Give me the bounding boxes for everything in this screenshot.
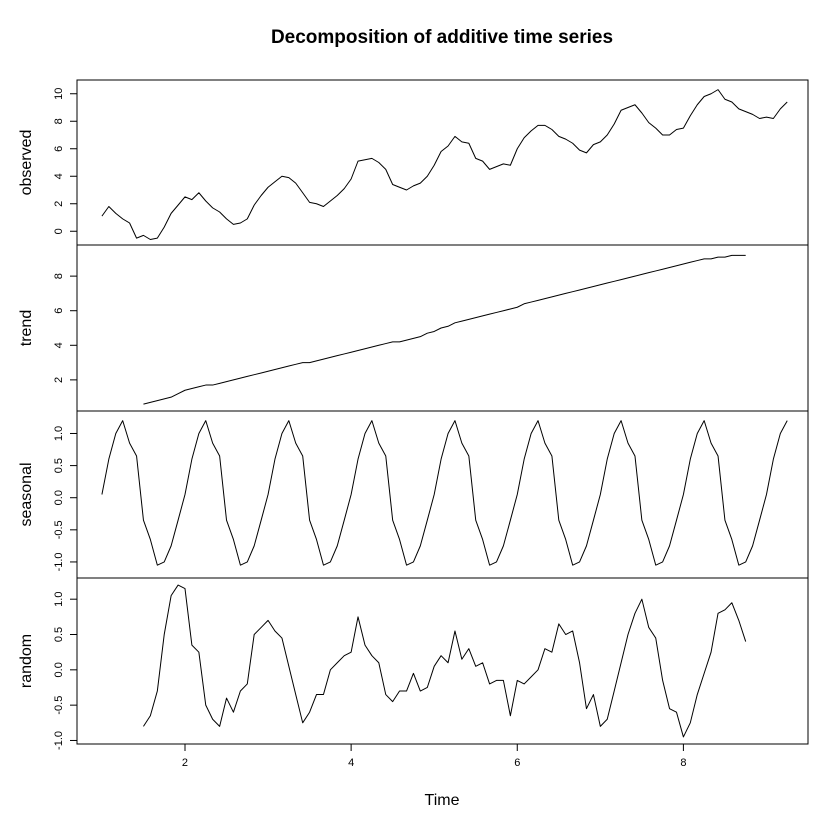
x-tick-label: 2 [182, 757, 188, 769]
panel-label: random [18, 634, 35, 688]
series-line-random [143, 584, 747, 738]
y-tick-label: 2 [53, 201, 65, 207]
y-tick-label: 4 [53, 173, 65, 179]
chart-title: Decomposition of additive time series [271, 27, 613, 48]
panel-seasonal: -1.0 -0.5 0.0 0.5 1.0 seasonal [18, 410, 809, 579]
y-tick-label: 8 [53, 273, 65, 279]
y-tick-label: -0.5 [53, 696, 65, 715]
panels: 0 2 4 6 8 10 observed 2 4 6 8 trend -1.0 -0.5 0.0 0.5 1.… [18, 79, 809, 750]
y-tick-label: 4 [53, 342, 65, 348]
y-tick-label: 1.0 [53, 592, 65, 607]
x-tick-label: 6 [514, 757, 520, 769]
y-tick-label: 1.0 [53, 426, 65, 441]
y-tick-label: -1.0 [53, 731, 65, 750]
y-tick-label: -0.5 [53, 520, 65, 539]
y-tick-label: -1.0 [53, 552, 65, 571]
x-tick-label: 4 [348, 757, 354, 769]
y-tick-label: 0.0 [53, 662, 65, 677]
panel-random: -1.0 -0.5 0.0 0.5 1.0 random [18, 577, 809, 750]
y-tick-label: 0.5 [53, 458, 65, 473]
y-tick-label: 2 [53, 377, 65, 383]
panel-trend: 2 4 6 8 trend [18, 244, 809, 412]
y-tick-label: 0 [53, 228, 65, 234]
series-line-seasonal [101, 420, 788, 566]
panel-frame [76, 410, 809, 579]
panel-label: trend [18, 310, 35, 346]
y-tick-label: 0.0 [53, 490, 65, 505]
y-tick-label: 6 [53, 146, 65, 152]
x-axis: 2 4 6 8 [182, 744, 686, 769]
panel-frame [76, 577, 809, 745]
panel-observed: 0 2 4 6 8 10 observed [18, 79, 809, 246]
x-tick-label: 8 [680, 757, 686, 769]
y-tick-label: 8 [53, 118, 65, 124]
x-axis-label: Time [425, 792, 460, 809]
series-line-trend [143, 254, 746, 405]
panel-frame [76, 79, 809, 246]
y-tick-label: 10 [53, 88, 65, 100]
y-tick-label: 0.5 [53, 627, 65, 642]
panel-label: seasonal [18, 462, 35, 526]
y-tick-label: 6 [53, 308, 65, 314]
series-line-observed [101, 89, 788, 240]
panel-label: observed [18, 130, 35, 196]
